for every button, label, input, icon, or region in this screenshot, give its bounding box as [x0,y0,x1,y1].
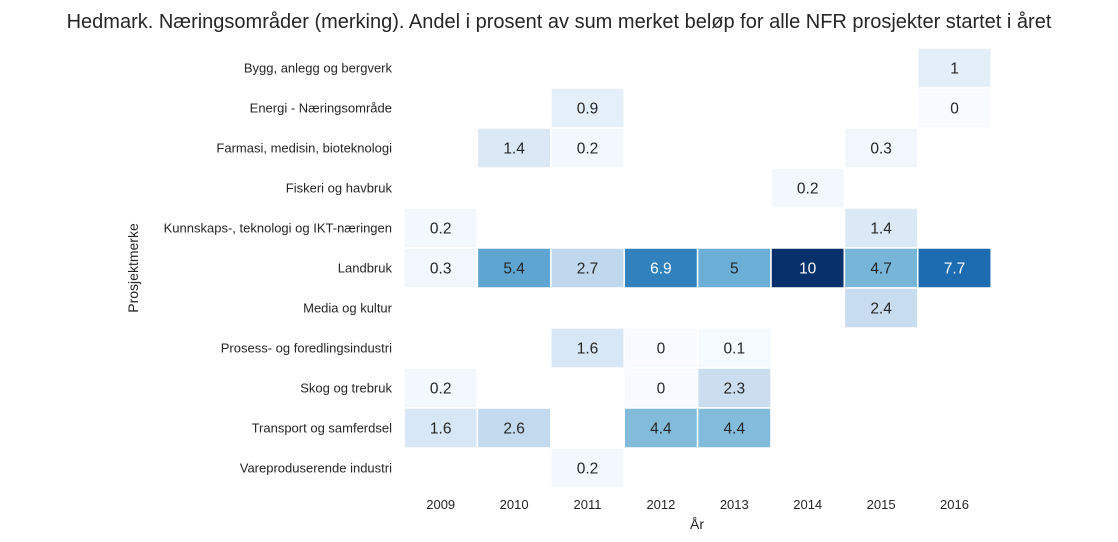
heatmap-cell [623,247,699,289]
y-axis-tick-labels: Bygg, anlegg og bergverk Energi - Nærings… [164,61,393,476]
heatmap-cell [696,247,772,289]
heatmap-cell [843,127,919,169]
heatmap-cell [843,287,919,329]
cell-value-label: 1.4 [870,221,892,238]
heatmap-cell [550,127,625,169]
cell-value-label: 0.9 [577,101,599,118]
x-tick-label: 2009 [426,497,455,512]
y-tick-label: Bygg, anlegg og bergverk [244,61,393,76]
x-tick-label: 2011 [574,497,602,512]
cell-value-label: 2.4 [870,301,892,318]
x-axis-tick-labels: 2009 2010 2011 2012 2013 2014 2015 2016 [426,497,969,512]
heatmap-cell [550,247,625,289]
cell-value-label: 5 [730,261,739,278]
x-tick-label: 2012 [646,497,675,512]
cell-value-label: 0.2 [797,181,819,198]
cell-value-label: 0 [950,101,959,118]
cell-value-label: 1.6 [577,341,599,358]
y-tick-label: Energi - Næringsområde [250,101,392,116]
heatmap-cell [917,47,992,89]
y-tick-label: Skog og trebruk [300,381,392,396]
cell-value-label: 6.9 [650,261,672,278]
heatmap-cell [917,87,992,129]
cell-value-label: 0.2 [430,221,452,238]
chart-title: Hedmark. Næringsområder (merking). Andel… [67,11,1052,33]
cell-value-label: 1.4 [503,141,525,158]
heatmap-cell [696,367,772,409]
heatmap-cell [550,327,625,369]
x-tick-label: 2015 [867,497,896,512]
y-tick-label: Kunnskaps-, teknologi og IKT-næringen [164,221,392,236]
x-tick-label: 2016 [940,497,969,512]
y-tick-label: Landbruk [338,261,393,276]
heatmap-cell [696,327,772,369]
heatmap-cell [917,247,992,289]
x-tick-label: 2013 [720,497,749,512]
cell-value-label: 4.4 [650,421,672,438]
heatmap-cell [476,407,552,449]
cell-value-label: 2.7 [577,261,599,278]
y-axis-label: Prosjektmerke [125,223,141,313]
heatmap-cell [550,447,625,489]
y-tick-label: Prosess- og foredlingsindustri [221,341,392,356]
cell-value-label: 2.6 [503,421,525,438]
cell-value-label: 2.3 [724,381,746,398]
cell-value-label: 0.2 [577,461,599,478]
heatmap-cell [623,367,699,409]
x-tick-label: 2014 [793,497,822,512]
heatmap-cell [403,247,479,289]
y-tick-label: Media og kultur [303,301,393,316]
y-tick-label: Transport og samferdsel [252,421,393,436]
cell-value-label: 0.2 [430,381,452,398]
y-tick-label: Farmasi, medisin, bioteknologi [216,141,392,156]
heatmap-cell [403,207,479,249]
heatmap-cell [623,407,699,449]
heatmap-cell [550,87,625,129]
heatmap-cell [403,407,479,449]
cell-value-label: 1.6 [430,421,452,438]
heatmap-cell [403,367,479,409]
heatmap-cell [843,247,919,289]
cell-value-label: 4.4 [724,421,746,438]
heatmap-cell [696,407,772,449]
cell-value-label: 1 [950,61,959,78]
cell-value-label: 7.7 [944,261,966,278]
cell-value-label: 0.3 [870,141,892,158]
y-tick-label: Vareproduserende industri [240,461,392,476]
x-axis-label: År [690,516,704,532]
cell-value-label: 10 [799,261,817,278]
cell-value-label: 0.2 [577,141,599,158]
cell-value-label: 0.1 [724,341,746,358]
x-tick-label: 2010 [500,497,529,512]
heatmap-cell [770,167,846,209]
heatmap-cells: 1 0.9 0 1.4 0.2 0.3 0.2 0.2 1.4 0.3 5.4 2.7 6.9 5 10 4.… [403,47,992,489]
cell-value-label: 4.7 [870,261,892,278]
y-tick-label: Fiskeri og havbruk [286,181,393,196]
cell-value-label: 0.3 [430,261,452,278]
cell-value-label: 5.4 [503,261,525,278]
cell-value-label: 0 [657,381,666,398]
cell-value-label: 0 [657,341,666,358]
heatmap-cell [623,327,699,369]
